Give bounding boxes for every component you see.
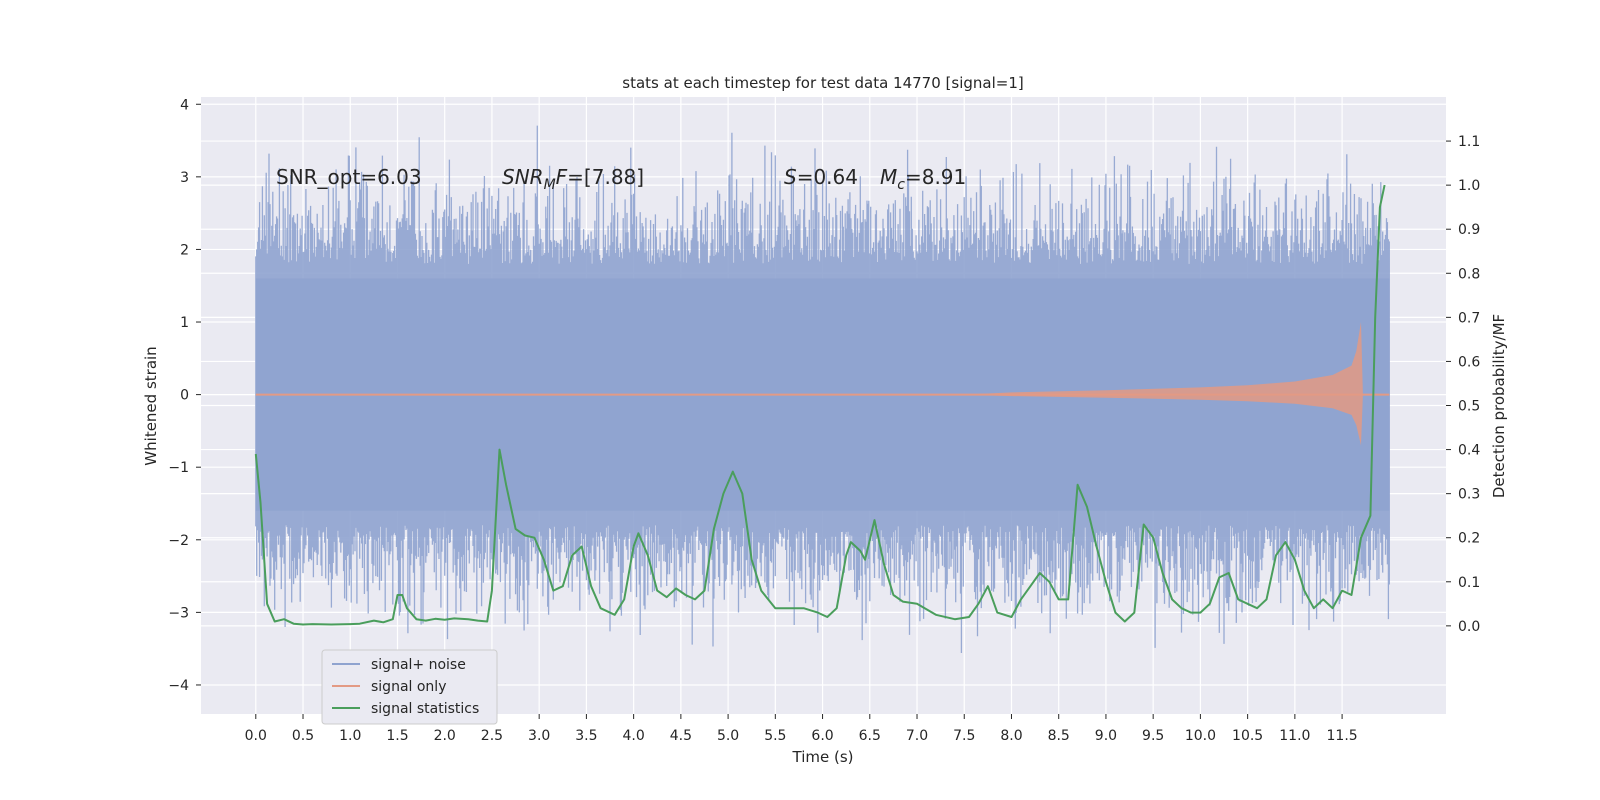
y-right-tick-label: 0.8 [1458,266,1480,282]
x-tick-label: 4.5 [670,728,692,744]
legend-box [321,649,498,725]
y-right-tick-label: 0.6 [1458,354,1480,370]
x-tick-label: 6.5 [859,728,881,744]
y-left-tick-label: 3 [180,170,189,186]
x-tick-label: 8.5 [1048,728,1070,744]
y-left-axis-ticks: 4 3 2 1 0 −1 −2 −3 −4 [168,97,201,694]
y-left-tick-label: −1 [168,460,189,476]
x-tick-label: 11.5 [1327,728,1358,744]
annotation-s: S=0.64 [784,165,858,189]
x-tick-label: 10.0 [1185,728,1216,744]
legend-label-signal-statistics: signal statistics [371,701,479,717]
x-tick-label: 5.0 [717,728,739,744]
y-left-tick-label: 4 [180,97,189,113]
x-tick-label: 9.5 [1142,728,1164,744]
x-tick-label: 6.0 [811,728,833,744]
legend: signal+ noise signal only signal statist… [321,649,498,725]
annotation-snr-opt: SNR_opt=6.03 [276,165,422,189]
y-right-tick-label: 0.7 [1458,310,1480,326]
y-right-tick-label: 0.3 [1458,487,1480,503]
x-tick-label: 3.5 [575,728,597,744]
y-right-tick-label: 1.0 [1458,178,1480,194]
y-left-tick-label: 0 [180,388,189,404]
y-right-tick-label: 0.9 [1458,222,1480,238]
annotation-mc: Mc=8.91 [880,165,966,193]
chart-title: stats at each timestep for test data 147… [622,74,1023,92]
x-tick-label: 1.5 [386,728,408,744]
annotation-snr-mf: SNRMF=[7.88] [502,165,644,193]
legend-label-signal-only: signal only [371,679,446,695]
x-tick-label: 10.5 [1232,728,1263,744]
y-right-axis-label: Detection probability/MF [1490,314,1508,498]
series-signal-statistics [254,184,1386,626]
x-tick-label: 0.5 [292,728,314,744]
y-left-tick-label: −4 [168,678,189,694]
y-right-tick-label: 0.0 [1458,619,1480,635]
x-tick-label: 4.0 [622,728,644,744]
y-left-axis-label: Whitened strain [142,346,160,465]
y-right-tick-label: 1.1 [1458,134,1480,150]
y-right-tick-label: 0.5 [1458,399,1480,415]
y-right-tick-label: 0.1 [1458,575,1480,591]
x-tick-label: 3.0 [528,728,550,744]
y-left-tick-label: 1 [180,315,189,331]
x-axis-ticks: 0.0 0.5 1.0 1.5 2.0 2.5 3.0 3.5 4.0 4.5 5.0 5.5 6.0 6… [245,714,1358,744]
x-tick-label: 8.0 [1000,728,1022,744]
y-left-tick-label: −3 [168,605,189,621]
y-right-tick-label: 0.4 [1458,443,1480,459]
x-tick-label: 2.5 [481,728,503,744]
x-tick-label: 1.0 [339,728,361,744]
legend-label-signal-plus-noise: signal+ noise [371,657,466,673]
x-tick-label: 7.5 [953,728,975,744]
x-tick-label: 5.5 [764,728,786,744]
series-signal-only [255,322,1390,446]
y-left-tick-label: −2 [168,533,189,549]
x-tick-label: 9.0 [1095,728,1117,744]
x-axis-label: Time (s) [792,748,854,766]
x-tick-label: 11.0 [1279,728,1310,744]
y-left-tick-label: 2 [180,242,189,258]
x-tick-label: 2.0 [434,728,456,744]
x-tick-label: 7.0 [906,728,928,744]
y-right-axis-ticks: 1.1 1.0 0.9 0.8 0.7 0.6 0.5 0.4 0.3 0.2 0.1 0.0 [1446,134,1480,635]
x-tick-label: 0.0 [245,728,267,744]
y-right-tick-label: 0.2 [1458,531,1480,547]
statistics-line [254,184,1386,626]
